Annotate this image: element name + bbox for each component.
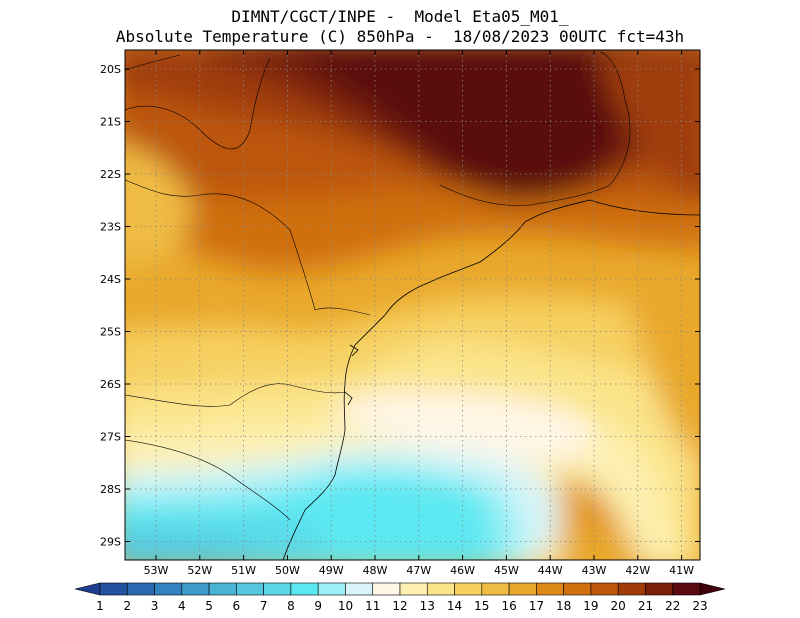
lat-lon-grid (125, 50, 700, 560)
colorbar-label: 16 (501, 599, 516, 613)
colorbar-labels: 1 2 3 4 5 6 7 8 9 10 11 12 13 14 15 16 17 18 19 20 21 22 23 (96, 599, 707, 613)
colorbar-label: 14 (447, 599, 462, 613)
colorbar-swatch (426, 582, 455, 596)
colorbar-arrow-low (74, 582, 101, 596)
colorbar-swatch (536, 582, 564, 596)
lat-label: 24S (100, 273, 121, 286)
colorbar-swatch (99, 582, 128, 596)
state-borders (125, 51, 631, 521)
colorbar-label: 7 (260, 599, 268, 613)
colorbar-label: 15 (474, 599, 489, 613)
plot-frame (124, 49, 701, 561)
colorbar-swatch (372, 582, 401, 596)
colorbar-swatch (481, 582, 510, 596)
colorbar-swatch (617, 582, 646, 596)
colorbar-label: 8 (287, 599, 295, 613)
lon-label: 45W (494, 564, 519, 577)
colorbar-label: 22 (665, 599, 680, 613)
lat-label: 29S (100, 536, 121, 549)
lon-label: 43W (582, 564, 607, 577)
colorbar-swatch (126, 582, 155, 596)
lon-label: 50W (275, 564, 300, 577)
coastline (282, 199, 700, 560)
colorbar-swatch (236, 582, 264, 596)
lat-label: 25S (100, 326, 121, 339)
colorbar (74, 582, 726, 596)
colorbar-label: 18 (556, 599, 571, 613)
longitude-labels: 53W 52W 51W 50W 49W 48W 47W 46W 45W 44W 43W 42W 41W (144, 564, 695, 577)
colorbar-arrow-high (699, 582, 726, 596)
lon-label: 52W (187, 564, 212, 577)
lon-label: 42W (625, 564, 650, 577)
lon-label: 47W (406, 564, 431, 577)
colorbar-label: 3 (151, 599, 159, 613)
colorbar-swatch (454, 582, 483, 596)
lat-label: 21S (100, 116, 121, 129)
colorbar-label: 17 (529, 599, 544, 613)
lat-label: 27S (100, 431, 121, 444)
colorbar-label: 6 (233, 599, 241, 613)
colorbar-swatch (181, 582, 210, 596)
colorbar-label: 5 (205, 599, 213, 613)
colorbar-swatch (590, 582, 619, 596)
colorbar-swatch (317, 582, 346, 596)
colorbar-label: 13 (420, 599, 435, 613)
colorbar-swatch (399, 582, 428, 596)
lat-label: 28S (100, 483, 121, 496)
colorbar-label: 19 (583, 599, 598, 613)
colorbar-swatch (672, 582, 701, 596)
colorbar-label: 2 (123, 599, 131, 613)
colorbar-label: 21 (638, 599, 653, 613)
colorbar-label: 23 (692, 599, 707, 613)
title-line-2: Absolute Temperature (C) 850hPa - 18/08/… (115, 27, 685, 46)
colorbar-label: 1 (96, 599, 104, 613)
lat-label: 23S (100, 221, 121, 234)
lon-label: 46W (450, 564, 475, 577)
lon-label: 51W (231, 564, 256, 577)
axis-ticks (125, 50, 700, 560)
colorbar-swatch (345, 582, 374, 596)
lat-label: 26S (100, 378, 121, 391)
colorbar-swatch (263, 582, 292, 596)
lon-label: 44W (538, 564, 563, 577)
lon-label: 41W (669, 564, 694, 577)
colorbar-swatch (645, 582, 674, 596)
colorbar-swatch (208, 582, 237, 596)
colorbar-label: 11 (365, 599, 380, 613)
colorbar-label: 10 (338, 599, 353, 613)
latitude-labels: 20S 21S 22S 23S 24S 25S 26S 27S 28S 29S (100, 63, 121, 549)
lat-label: 22S (100, 168, 121, 181)
colorbar-label: 4 (178, 599, 186, 613)
colorbar-swatch (563, 582, 592, 596)
colorbar-label: 12 (392, 599, 407, 613)
lat-label: 20S (100, 63, 121, 76)
lon-label: 53W (144, 564, 169, 577)
colorbar-label: 20 (611, 599, 626, 613)
title-line-1: DIMNT/CGCT/INPE - Model Eta05_M01_ (231, 7, 569, 26)
colorbar-swatch (290, 582, 319, 596)
temperature-field (125, 50, 700, 560)
lon-label: 49W (319, 564, 344, 577)
colorbar-label: 9 (314, 599, 322, 613)
colorbar-swatch (154, 582, 183, 596)
colorbar-swatch (508, 582, 537, 596)
lon-label: 48W (363, 564, 388, 577)
